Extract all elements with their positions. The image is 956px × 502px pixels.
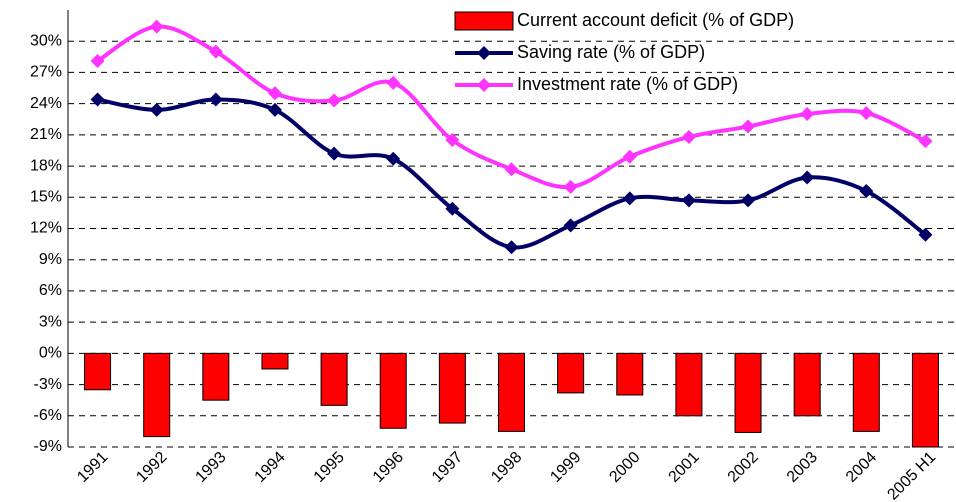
marker [681,193,696,208]
legend-label: Saving rate (% of GDP) [517,42,705,62]
legend-marker [477,78,491,92]
y-tick-label: 15% [30,189,62,206]
marker [504,162,519,177]
bar [793,352,821,417]
x-tick-label: 1999 [547,449,584,486]
marker [149,19,164,34]
bar [497,352,526,432]
x-tick-label: 2005 H1 [884,449,939,502]
marker [622,191,637,206]
y-tick-label: 3% [39,313,62,330]
bar [557,352,585,394]
y-tick-label: -3% [34,376,62,393]
marker [800,170,815,185]
bar [320,352,348,406]
bar [143,352,171,438]
bar [734,352,762,433]
bar [852,352,880,432]
marker [918,227,933,242]
bar [84,352,112,391]
marker [800,107,815,122]
y-tick-label: 27% [30,64,62,81]
y-tick-label: 30% [30,32,62,49]
x-tick-label: 1994 [252,449,289,486]
marker [90,92,105,107]
marker [327,146,342,161]
marker [504,240,519,255]
bar [675,352,703,417]
y-tick-label: 18% [30,157,62,174]
bar [911,352,939,448]
y-tick-label: 9% [39,251,62,268]
line [96,24,927,190]
marker [327,93,342,108]
legend-marker [477,46,491,60]
marker [622,149,637,164]
marker [859,184,874,199]
marker [563,179,578,194]
marker [563,218,578,233]
marker [918,134,933,149]
marker [267,86,282,101]
legend-swatch [454,11,514,31]
x-tick-label: 1997 [429,449,466,486]
legend-label: Investment rate (% of GDP) [517,74,738,94]
bar [379,352,407,429]
x-tick-label: 1991 [74,449,111,486]
x-tick-label: 2003 [784,449,821,486]
x-tick-label: 2000 [606,449,643,486]
bar [202,352,230,401]
x-tick-label: 1993 [192,449,229,486]
marker [208,44,223,59]
x-tick-label: 1998 [488,449,525,486]
marker [741,193,756,208]
marker [386,151,401,166]
marker [208,92,223,107]
marker [149,102,164,117]
y-tick-label: 24% [30,95,62,112]
legend: Current account deficit (% of GDP) Saving… [454,10,794,94]
x-tick-label: 1995 [311,449,348,486]
marker [681,129,696,144]
bar [438,352,466,424]
marker [445,133,460,148]
marker [90,53,105,68]
marker [859,106,874,121]
x-tick-label: 2001 [666,449,703,486]
marker [386,75,401,90]
x-tick-label: 2002 [725,449,762,486]
y-tick-label: -6% [34,407,62,424]
marker [267,102,282,117]
marker [445,201,460,216]
y-tick-label: -9% [34,438,62,455]
y-tick-label: 0% [39,345,62,362]
y-tick-label: 21% [30,126,62,143]
x-tick-label: 1996 [370,449,407,486]
x-tick-label: 2004 [843,449,880,486]
legend-label: Current account deficit (% of GDP) [517,10,794,30]
y-tick-label: 12% [30,220,62,237]
marker [741,119,756,134]
bar [261,352,289,370]
x-tick-label: 1992 [133,449,170,486]
y-tick-label: 6% [39,282,62,299]
bar [616,352,644,396]
